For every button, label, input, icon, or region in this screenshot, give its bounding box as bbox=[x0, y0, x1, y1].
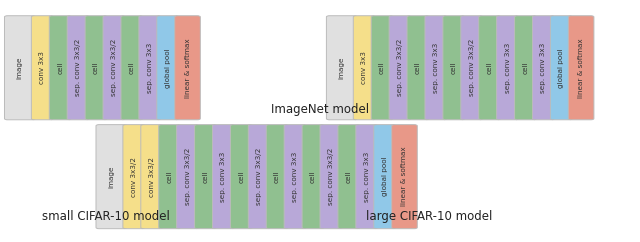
FancyBboxPatch shape bbox=[157, 16, 179, 120]
FancyBboxPatch shape bbox=[49, 16, 71, 120]
FancyBboxPatch shape bbox=[389, 16, 411, 120]
Text: ImageNet model: ImageNet model bbox=[271, 103, 369, 116]
FancyBboxPatch shape bbox=[353, 16, 375, 120]
Text: sep. conv 3x3: sep. conv 3x3 bbox=[220, 151, 227, 202]
Text: cell: cell bbox=[202, 170, 209, 183]
FancyBboxPatch shape bbox=[532, 16, 554, 120]
Text: cell: cell bbox=[129, 61, 135, 74]
FancyBboxPatch shape bbox=[568, 16, 594, 120]
Text: image: image bbox=[339, 57, 345, 79]
FancyBboxPatch shape bbox=[443, 16, 465, 120]
Text: cell: cell bbox=[274, 170, 280, 183]
FancyBboxPatch shape bbox=[96, 125, 127, 229]
Text: cell: cell bbox=[166, 170, 173, 183]
Text: cell: cell bbox=[346, 170, 352, 183]
FancyBboxPatch shape bbox=[67, 16, 89, 120]
Text: cell: cell bbox=[451, 61, 457, 74]
FancyBboxPatch shape bbox=[392, 125, 417, 229]
Text: sep. conv 3x3/2: sep. conv 3x3/2 bbox=[111, 39, 117, 97]
Text: sep. conv 3x3/2: sep. conv 3x3/2 bbox=[397, 39, 403, 97]
FancyBboxPatch shape bbox=[175, 16, 200, 120]
FancyBboxPatch shape bbox=[371, 16, 393, 120]
FancyBboxPatch shape bbox=[461, 16, 483, 120]
FancyBboxPatch shape bbox=[230, 125, 252, 229]
Text: linear & softmax: linear & softmax bbox=[184, 38, 191, 98]
Text: image: image bbox=[17, 57, 23, 79]
FancyBboxPatch shape bbox=[515, 16, 536, 120]
FancyBboxPatch shape bbox=[121, 16, 143, 120]
FancyBboxPatch shape bbox=[550, 16, 572, 120]
Text: sep. conv 3x3/2: sep. conv 3x3/2 bbox=[328, 148, 334, 205]
Text: sep. conv 3x3/2: sep. conv 3x3/2 bbox=[256, 148, 262, 205]
Text: cell: cell bbox=[93, 61, 99, 74]
FancyBboxPatch shape bbox=[4, 16, 35, 120]
Text: sep. conv 3x3: sep. conv 3x3 bbox=[364, 151, 370, 202]
Text: global pool: global pool bbox=[558, 48, 564, 88]
Text: cell: cell bbox=[379, 61, 385, 74]
FancyBboxPatch shape bbox=[177, 125, 198, 229]
Text: global pool: global pool bbox=[381, 157, 388, 197]
Text: sep. conv 3x3/2: sep. conv 3x3/2 bbox=[468, 39, 475, 97]
Text: sep. conv 3x3: sep. conv 3x3 bbox=[433, 43, 439, 93]
Text: cell: cell bbox=[415, 61, 421, 74]
Text: cell: cell bbox=[57, 61, 63, 74]
Text: cell: cell bbox=[486, 61, 493, 74]
Text: sep. conv 3x3: sep. conv 3x3 bbox=[504, 43, 511, 93]
FancyBboxPatch shape bbox=[284, 125, 306, 229]
FancyBboxPatch shape bbox=[302, 125, 324, 229]
Text: linear & softmax: linear & softmax bbox=[578, 38, 584, 98]
FancyBboxPatch shape bbox=[195, 125, 216, 229]
FancyBboxPatch shape bbox=[374, 125, 396, 229]
FancyBboxPatch shape bbox=[320, 125, 342, 229]
Text: sep. conv 3x3/2: sep. conv 3x3/2 bbox=[184, 148, 191, 205]
Text: conv 3x3: conv 3x3 bbox=[39, 51, 45, 84]
Text: sep. conv 3x3: sep. conv 3x3 bbox=[540, 43, 547, 93]
FancyBboxPatch shape bbox=[425, 16, 447, 120]
Text: sep. conv 3x3: sep. conv 3x3 bbox=[147, 43, 153, 93]
Text: large CIFAR-10 model: large CIFAR-10 model bbox=[365, 210, 492, 223]
Text: conv 3x3/2: conv 3x3/2 bbox=[148, 157, 155, 197]
Text: small CIFAR-10 model: small CIFAR-10 model bbox=[42, 210, 170, 223]
Text: cell: cell bbox=[310, 170, 316, 183]
FancyBboxPatch shape bbox=[212, 125, 234, 229]
FancyBboxPatch shape bbox=[139, 16, 161, 120]
Text: sep. conv 3x3: sep. conv 3x3 bbox=[292, 151, 298, 202]
FancyBboxPatch shape bbox=[266, 125, 288, 229]
Text: cell: cell bbox=[522, 61, 529, 74]
Text: sep. conv 3x3/2: sep. conv 3x3/2 bbox=[75, 39, 81, 97]
FancyBboxPatch shape bbox=[407, 16, 429, 120]
Text: cell: cell bbox=[238, 170, 244, 183]
FancyBboxPatch shape bbox=[141, 125, 163, 229]
FancyBboxPatch shape bbox=[479, 16, 500, 120]
FancyBboxPatch shape bbox=[326, 16, 357, 120]
FancyBboxPatch shape bbox=[85, 16, 107, 120]
FancyBboxPatch shape bbox=[31, 16, 53, 120]
FancyBboxPatch shape bbox=[103, 16, 125, 120]
FancyBboxPatch shape bbox=[356, 125, 378, 229]
Text: image: image bbox=[108, 166, 115, 188]
Text: conv 3x3/2: conv 3x3/2 bbox=[131, 157, 137, 197]
FancyBboxPatch shape bbox=[338, 125, 360, 229]
FancyBboxPatch shape bbox=[497, 16, 518, 120]
FancyBboxPatch shape bbox=[248, 125, 270, 229]
FancyBboxPatch shape bbox=[123, 125, 145, 229]
Text: linear & softmax: linear & softmax bbox=[401, 147, 408, 206]
Text: global pool: global pool bbox=[164, 48, 171, 88]
Text: conv 3x3: conv 3x3 bbox=[361, 51, 367, 84]
FancyBboxPatch shape bbox=[159, 125, 180, 229]
